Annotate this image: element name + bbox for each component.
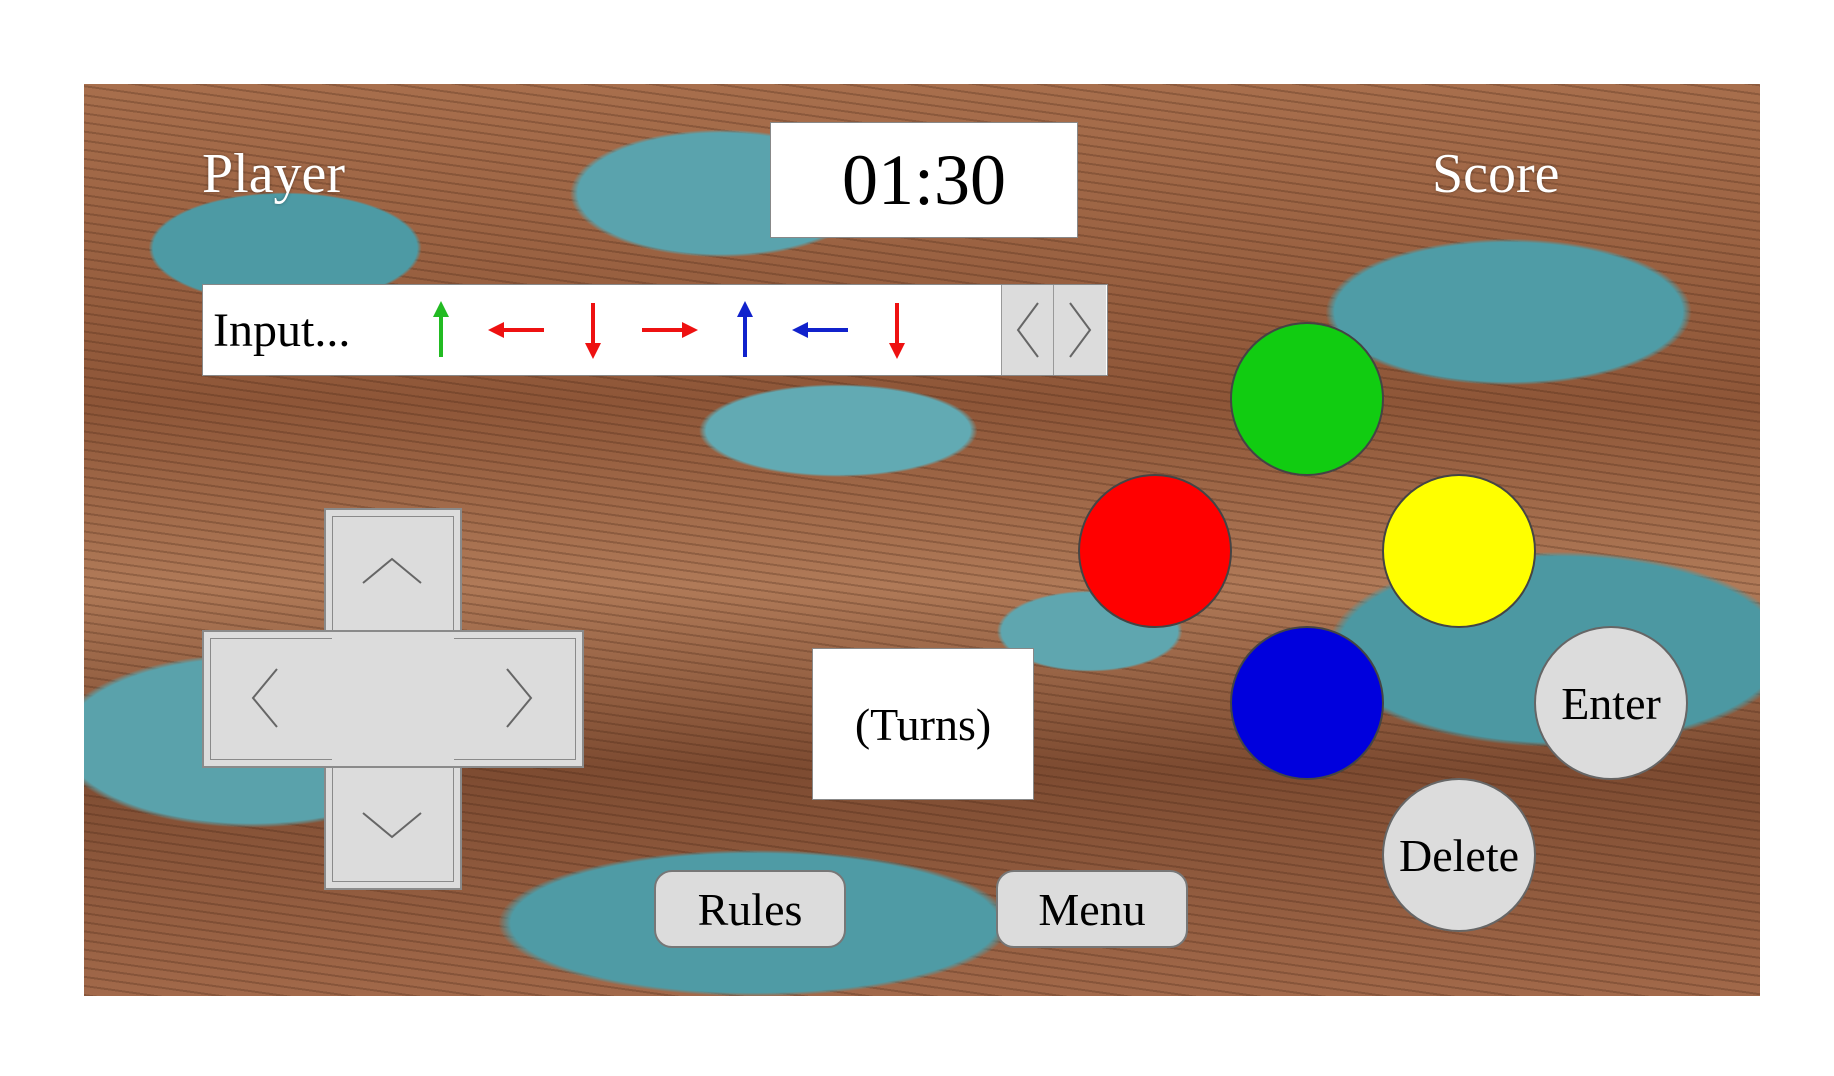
menu-button[interactable]: Menu [996, 870, 1188, 948]
sequence-arrow-up [403, 293, 479, 367]
turns-display: (Turns) [812, 648, 1034, 800]
blue-button[interactable] [1230, 626, 1384, 780]
arrow-left-icon [480, 293, 554, 367]
delete-button[interactable]: Delete [1382, 778, 1536, 932]
game-board: Player Score 01:30 Input... [84, 84, 1760, 996]
arrow-down-icon [860, 293, 934, 367]
arrow-down-icon [556, 293, 630, 367]
arrow-right-icon [632, 293, 706, 367]
yellow-button[interactable] [1382, 474, 1536, 628]
score-label: Score [1432, 146, 1560, 202]
green-button[interactable] [1230, 322, 1384, 476]
scroll-right-button[interactable] [1053, 285, 1106, 375]
dpad [202, 508, 584, 890]
chevron-down-icon [357, 805, 427, 845]
sequence-arrow-right [631, 293, 707, 367]
chevron-left-icon [245, 663, 285, 733]
sequence-arrow-left [783, 293, 859, 367]
input-sequence-bar: Input... [202, 284, 1108, 376]
arrow-up-icon [708, 293, 782, 367]
input-label: Input... [213, 285, 350, 375]
dpad-center [332, 638, 454, 760]
chevron-right-icon [1060, 295, 1100, 365]
sequence-arrow-left [479, 293, 555, 367]
player-label: Player [202, 146, 345, 202]
rules-button[interactable]: Rules [654, 870, 846, 948]
sequence-arrow-down [859, 293, 935, 367]
arrow-up-icon [404, 293, 478, 367]
dpad-down-button[interactable] [328, 766, 456, 884]
red-button[interactable] [1078, 474, 1232, 628]
chevron-right-icon [499, 663, 539, 733]
input-sequence [403, 293, 935, 367]
chevron-up-icon [357, 551, 427, 591]
timer-display: 01:30 [770, 122, 1078, 238]
sequence-arrow-down [555, 293, 631, 367]
dpad-right-button[interactable] [460, 634, 578, 762]
dpad-left-button[interactable] [206, 634, 324, 762]
enter-button[interactable]: Enter [1534, 626, 1688, 780]
scroll-left-button[interactable] [1001, 285, 1054, 375]
arrow-left-icon [784, 293, 858, 367]
sequence-arrow-up [707, 293, 783, 367]
dpad-up-button[interactable] [328, 512, 456, 630]
chevron-left-icon [1008, 295, 1048, 365]
